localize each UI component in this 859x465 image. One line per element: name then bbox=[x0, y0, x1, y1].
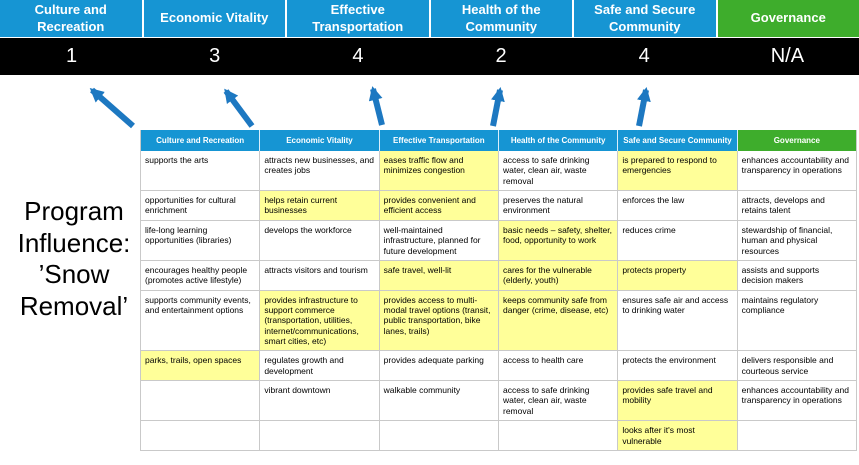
score-governance: N/A bbox=[770, 45, 805, 67]
matrix-cell-r4-c3: safe travel, well-lit bbox=[379, 260, 499, 291]
matrix-cell-r3-c2: develops the workforce bbox=[260, 220, 380, 261]
category-header-effective-transportation: Effective Transportation bbox=[287, 0, 429, 37]
matrix-cell-r3-c5: reduces crime bbox=[618, 220, 738, 261]
matrix-header-culture-and-recreation: Culture and Recreation bbox=[141, 130, 261, 151]
score-effective-transportation: 4 bbox=[352, 45, 364, 67]
matrix-cell-r6-c2: regulates growth and development bbox=[260, 351, 380, 382]
score-health-of-the-community: 2 bbox=[495, 45, 507, 67]
matrix-cell-r8-c5: looks after it's most vulnerable bbox=[618, 421, 738, 451]
influence-arrows bbox=[89, 86, 651, 129]
matrix-cell-r4-c5: protects property bbox=[618, 260, 738, 291]
category-header-economic-vitality: Economic Vitality bbox=[143, 0, 285, 37]
matrix-cell-r1-c4: access to safe drinking water, clean air… bbox=[499, 151, 619, 192]
matrix-cell-r2-c3: provides convenient and efficient access bbox=[379, 191, 499, 221]
matrix-cell-r3-c1: life-long learning opportunities (librar… bbox=[141, 220, 261, 261]
matrix-header-governance: Governance bbox=[737, 130, 857, 151]
category-header-safe-and-secure-community: Safe and Secure Community bbox=[574, 0, 716, 37]
matrix-cell-r7-c2: vibrant downtown bbox=[260, 381, 380, 422]
matrix-cell-r2-c1: opportunities for cultural enrichment bbox=[141, 191, 261, 221]
matrix-cell-r7-c1 bbox=[141, 381, 261, 422]
matrix-cell-r3-c3: well-maintained infrastructure, planned … bbox=[379, 220, 499, 261]
up-arrow-icon-safe-and-secure-community bbox=[636, 87, 651, 127]
matrix-cell-r8-c1 bbox=[141, 421, 261, 451]
matrix-cell-r5-c6: maintains regulatory compliance bbox=[737, 290, 857, 352]
matrix-cell-r5-c5: ensures safe air and access to drinking … bbox=[618, 290, 738, 352]
matrix-header-safe-and-secure-community: Safe and Secure Community bbox=[618, 130, 738, 151]
matrix-cell-r7-c5: provides safe travel and mobility bbox=[618, 381, 738, 422]
matrix-cell-r5-c3: provides access to multi-modal travel op… bbox=[379, 290, 499, 352]
category-header-band: Culture and Recreation Economic Vitality… bbox=[0, 0, 859, 37]
matrix-cell-r6-c1: parks, trails, open spaces bbox=[141, 351, 261, 382]
category-header-culture-and-recreation: Culture and Recreation bbox=[0, 0, 142, 37]
score-band: 1 3 4 2 4 N/A bbox=[0, 38, 859, 75]
matrix-cell-r5-c1: supports community events, and entertain… bbox=[141, 290, 261, 352]
up-arrow-icon-effective-transportation bbox=[368, 86, 385, 126]
matrix-cell-r8-c4 bbox=[499, 421, 619, 451]
matrix-cell-r8-c2 bbox=[260, 421, 380, 451]
matrix-cell-r1-c5: is prepared to respond to emergencies bbox=[618, 151, 738, 192]
matrix-cell-r6-c3: provides adequate parking bbox=[379, 351, 499, 382]
matrix-cell-r8-c6 bbox=[737, 421, 857, 451]
matrix-cell-r1-c3: eases traffic flow and minimizes congest… bbox=[379, 151, 499, 192]
category-header-health-of-the-community: Health of the Community bbox=[430, 0, 572, 37]
matrix-cell-r2-c5: enforces the law bbox=[618, 191, 738, 221]
matrix-cell-r2-c4: preserves the natural environment bbox=[499, 191, 619, 221]
program-influence-label: Program Influence: ’Snow Removal’ bbox=[17, 196, 131, 322]
matrix-cell-r3-c6: stewardship of financial, human and phys… bbox=[737, 220, 857, 261]
matrix-cell-r4-c1: encourages healthy people (promotes acti… bbox=[141, 260, 261, 291]
category-header-governance: Governance bbox=[717, 0, 859, 37]
matrix-cell-r4-c4: cares for the vulnerable (elderly, youth… bbox=[499, 260, 619, 291]
score-culture-and-recreation: 1 bbox=[66, 45, 78, 67]
matrix-cell-r8-c3 bbox=[379, 421, 499, 451]
matrix-cell-r4-c6: assists and supports decision makers bbox=[737, 260, 857, 291]
matrix-cell-r1-c1: supports the arts bbox=[141, 151, 261, 192]
matrix-cell-r3-c4: basic needs – safety, shelter, food, opp… bbox=[499, 220, 619, 261]
matrix-cell-r2-c6: attracts, develops and retains talent bbox=[737, 191, 857, 221]
matrix-cell-r6-c4: access to health care bbox=[499, 351, 619, 382]
matrix-cell-r6-c5: protects the environment bbox=[618, 351, 738, 382]
matrix-cell-r2-c2: helps retain current businesses bbox=[260, 191, 380, 221]
influence-matrix: Culture and Recreation Economic Vitality E… bbox=[140, 130, 857, 451]
up-arrow-icon-culture-and-recreation bbox=[89, 87, 135, 129]
score-safe-and-secure-community: 4 bbox=[638, 45, 650, 67]
matrix-cell-r7-c3: walkable community bbox=[379, 381, 499, 422]
matrix-cell-r5-c2: provides infrastructure to support comme… bbox=[260, 290, 380, 352]
matrix-cell-r1-c6: enhances accountability and transparency… bbox=[737, 151, 857, 192]
matrix-cell-r6-c6: delivers responsible and courteous servi… bbox=[737, 351, 857, 382]
matrix-cell-r7-c6: enhances accountability and transparency… bbox=[737, 381, 857, 422]
matrix-cell-r7-c4: access to safe drinking water, clean air… bbox=[499, 381, 619, 422]
up-arrow-icon-economic-vitality bbox=[223, 88, 255, 128]
matrix-cell-r1-c2: attracts new businesses, and creates job… bbox=[260, 151, 380, 192]
matrix-header-health-of-the-community: Health of the Community bbox=[499, 130, 619, 151]
matrix-header-effective-transportation: Effective Transportation bbox=[379, 130, 499, 151]
matrix-cell-r5-c4: keeps community safe from danger (crime,… bbox=[499, 290, 619, 352]
score-economic-vitality: 3 bbox=[209, 45, 221, 67]
matrix-cell-r4-c2: attracts visitors and tourism bbox=[260, 260, 380, 291]
matrix-header-economic-vitality: Economic Vitality bbox=[260, 130, 380, 151]
up-arrow-icon-health-of-the-community bbox=[490, 87, 505, 127]
